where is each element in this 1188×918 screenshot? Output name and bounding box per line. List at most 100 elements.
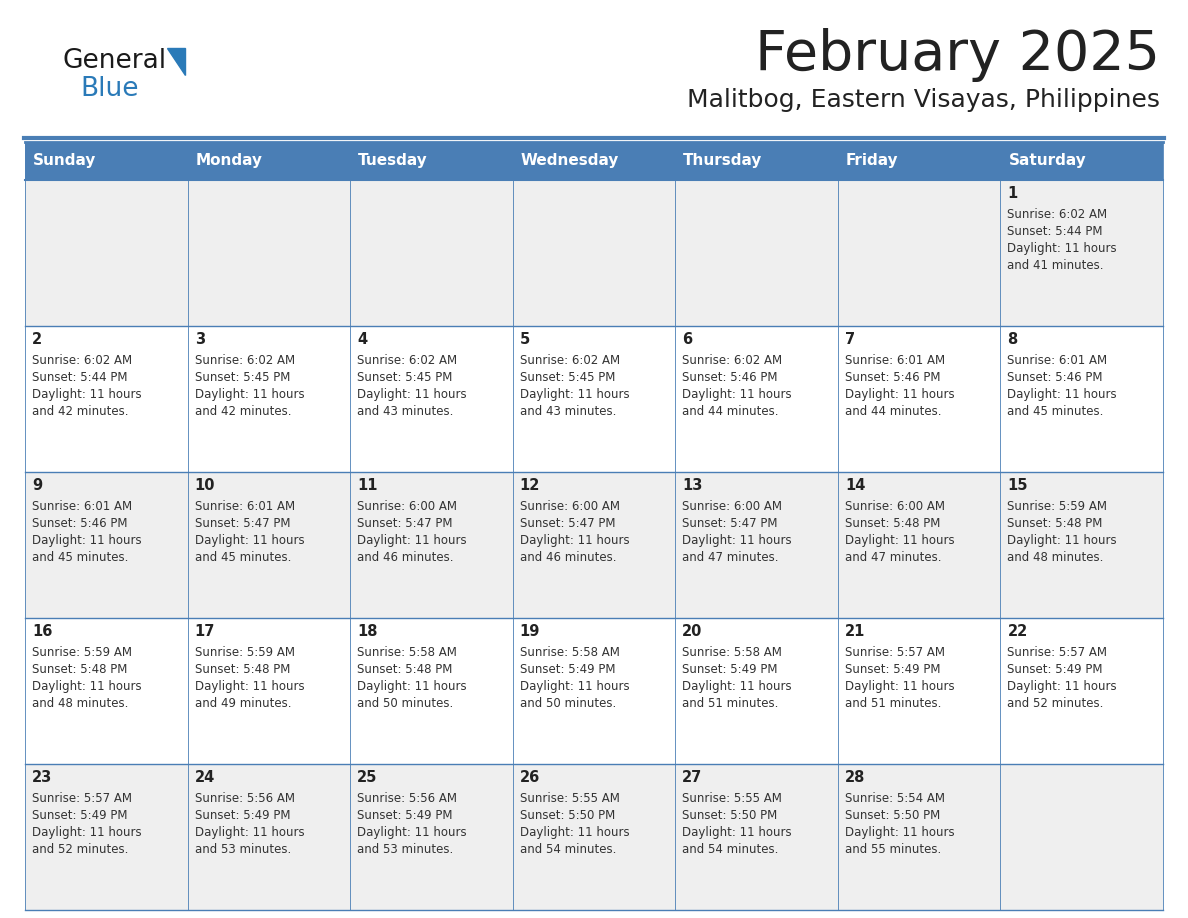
Text: Sunset: 5:45 PM: Sunset: 5:45 PM (195, 371, 290, 384)
Text: 19: 19 (519, 624, 541, 639)
Text: Daylight: 11 hours: Daylight: 11 hours (195, 388, 304, 401)
Text: 12: 12 (519, 478, 541, 493)
Bar (675, 764, 838, 910)
Text: Daylight: 11 hours: Daylight: 11 hours (1007, 680, 1117, 693)
Text: and 42 minutes.: and 42 minutes. (195, 405, 291, 418)
Text: and 42 minutes.: and 42 minutes. (32, 405, 128, 418)
Text: General: General (62, 48, 166, 74)
Text: Sunrise: 5:56 AM: Sunrise: 5:56 AM (195, 792, 295, 805)
Text: 21: 21 (845, 624, 865, 639)
Text: 15: 15 (1007, 478, 1028, 493)
Text: Sunset: 5:49 PM: Sunset: 5:49 PM (519, 663, 615, 676)
Text: Blue: Blue (80, 76, 139, 102)
Text: and 52 minutes.: and 52 minutes. (1007, 697, 1104, 710)
Text: and 53 minutes.: and 53 minutes. (358, 843, 454, 856)
Text: and 54 minutes.: and 54 minutes. (682, 843, 778, 856)
Text: Sunset: 5:48 PM: Sunset: 5:48 PM (32, 663, 127, 676)
Text: Daylight: 11 hours: Daylight: 11 hours (845, 680, 954, 693)
Text: Daylight: 11 hours: Daylight: 11 hours (358, 826, 467, 839)
Text: Sunset: 5:48 PM: Sunset: 5:48 PM (1007, 517, 1102, 530)
Text: and 45 minutes.: and 45 minutes. (32, 551, 128, 564)
Text: 26: 26 (519, 770, 541, 785)
Text: Daylight: 11 hours: Daylight: 11 hours (845, 826, 954, 839)
Text: Malitbog, Eastern Visayas, Philippines: Malitbog, Eastern Visayas, Philippines (687, 88, 1159, 112)
Text: Sunrise: 6:00 AM: Sunrise: 6:00 AM (358, 500, 457, 513)
Text: Sunrise: 5:55 AM: Sunrise: 5:55 AM (682, 792, 782, 805)
Text: Daylight: 11 hours: Daylight: 11 hours (195, 826, 304, 839)
Text: Daylight: 11 hours: Daylight: 11 hours (845, 388, 954, 401)
Text: Sunrise: 6:02 AM: Sunrise: 6:02 AM (32, 354, 132, 367)
Bar (25, 618, 188, 764)
Text: Sunrise: 5:57 AM: Sunrise: 5:57 AM (32, 792, 132, 805)
Bar (513, 142, 675, 180)
Bar (350, 618, 513, 764)
Text: Daylight: 11 hours: Daylight: 11 hours (845, 534, 954, 547)
Text: Sunset: 5:46 PM: Sunset: 5:46 PM (682, 371, 778, 384)
Text: Sunrise: 6:01 AM: Sunrise: 6:01 AM (845, 354, 944, 367)
Bar (25, 180, 188, 326)
Text: 11: 11 (358, 478, 378, 493)
Text: Sunset: 5:47 PM: Sunset: 5:47 PM (682, 517, 778, 530)
Text: Sunrise: 6:02 AM: Sunrise: 6:02 AM (195, 354, 295, 367)
Bar (675, 326, 838, 472)
Text: Sunrise: 6:01 AM: Sunrise: 6:01 AM (1007, 354, 1107, 367)
Text: 5: 5 (519, 332, 530, 347)
Bar (513, 764, 675, 910)
Text: Sunset: 5:50 PM: Sunset: 5:50 PM (682, 809, 777, 822)
Text: Daylight: 11 hours: Daylight: 11 hours (519, 680, 630, 693)
Bar (838, 142, 1000, 180)
Text: Sunset: 5:49 PM: Sunset: 5:49 PM (358, 809, 453, 822)
Text: Sunset: 5:50 PM: Sunset: 5:50 PM (519, 809, 615, 822)
Text: 8: 8 (1007, 332, 1018, 347)
Text: and 54 minutes.: and 54 minutes. (519, 843, 617, 856)
Text: 25: 25 (358, 770, 378, 785)
Text: 17: 17 (195, 624, 215, 639)
Text: 2: 2 (32, 332, 42, 347)
Text: 9: 9 (32, 478, 42, 493)
Text: 28: 28 (845, 770, 865, 785)
Bar (350, 472, 513, 618)
Bar (350, 142, 513, 180)
Text: Sunset: 5:45 PM: Sunset: 5:45 PM (519, 371, 615, 384)
Text: Sunset: 5:47 PM: Sunset: 5:47 PM (358, 517, 453, 530)
Text: Daylight: 11 hours: Daylight: 11 hours (195, 680, 304, 693)
Text: and 43 minutes.: and 43 minutes. (519, 405, 617, 418)
Text: Sunrise: 5:58 AM: Sunrise: 5:58 AM (519, 646, 620, 659)
Text: Daylight: 11 hours: Daylight: 11 hours (32, 534, 141, 547)
Text: and 50 minutes.: and 50 minutes. (358, 697, 454, 710)
Text: Sunrise: 6:01 AM: Sunrise: 6:01 AM (32, 500, 132, 513)
Bar (25, 326, 188, 472)
Text: Sunday: Sunday (33, 153, 96, 169)
Text: Sunset: 5:48 PM: Sunset: 5:48 PM (358, 663, 453, 676)
Text: Daylight: 11 hours: Daylight: 11 hours (682, 388, 792, 401)
Text: Sunset: 5:49 PM: Sunset: 5:49 PM (682, 663, 778, 676)
Text: Sunrise: 6:02 AM: Sunrise: 6:02 AM (682, 354, 783, 367)
Text: Sunrise: 6:00 AM: Sunrise: 6:00 AM (519, 500, 620, 513)
Text: and 49 minutes.: and 49 minutes. (195, 697, 291, 710)
Bar (838, 472, 1000, 618)
Text: Daylight: 11 hours: Daylight: 11 hours (682, 680, 792, 693)
Text: and 50 minutes.: and 50 minutes. (519, 697, 615, 710)
Text: Sunrise: 5:57 AM: Sunrise: 5:57 AM (1007, 646, 1107, 659)
Text: Sunset: 5:49 PM: Sunset: 5:49 PM (845, 663, 941, 676)
Text: Daylight: 11 hours: Daylight: 11 hours (32, 680, 141, 693)
Text: Sunrise: 5:56 AM: Sunrise: 5:56 AM (358, 792, 457, 805)
Text: Daylight: 11 hours: Daylight: 11 hours (1007, 388, 1117, 401)
Text: Sunset: 5:45 PM: Sunset: 5:45 PM (358, 371, 453, 384)
Text: and 41 minutes.: and 41 minutes. (1007, 259, 1104, 272)
Text: and 43 minutes.: and 43 minutes. (358, 405, 454, 418)
Bar (513, 472, 675, 618)
Bar (675, 180, 838, 326)
Text: Sunset: 5:46 PM: Sunset: 5:46 PM (1007, 371, 1102, 384)
Text: Sunset: 5:44 PM: Sunset: 5:44 PM (32, 371, 127, 384)
Text: 18: 18 (358, 624, 378, 639)
Text: Thursday: Thursday (683, 153, 763, 169)
Text: and 45 minutes.: and 45 minutes. (195, 551, 291, 564)
Text: Sunrise: 6:00 AM: Sunrise: 6:00 AM (845, 500, 944, 513)
Bar (188, 142, 350, 180)
Bar (188, 764, 350, 910)
Bar (513, 618, 675, 764)
Text: Sunset: 5:49 PM: Sunset: 5:49 PM (195, 809, 290, 822)
Text: Sunrise: 5:57 AM: Sunrise: 5:57 AM (845, 646, 944, 659)
Bar (513, 326, 675, 472)
